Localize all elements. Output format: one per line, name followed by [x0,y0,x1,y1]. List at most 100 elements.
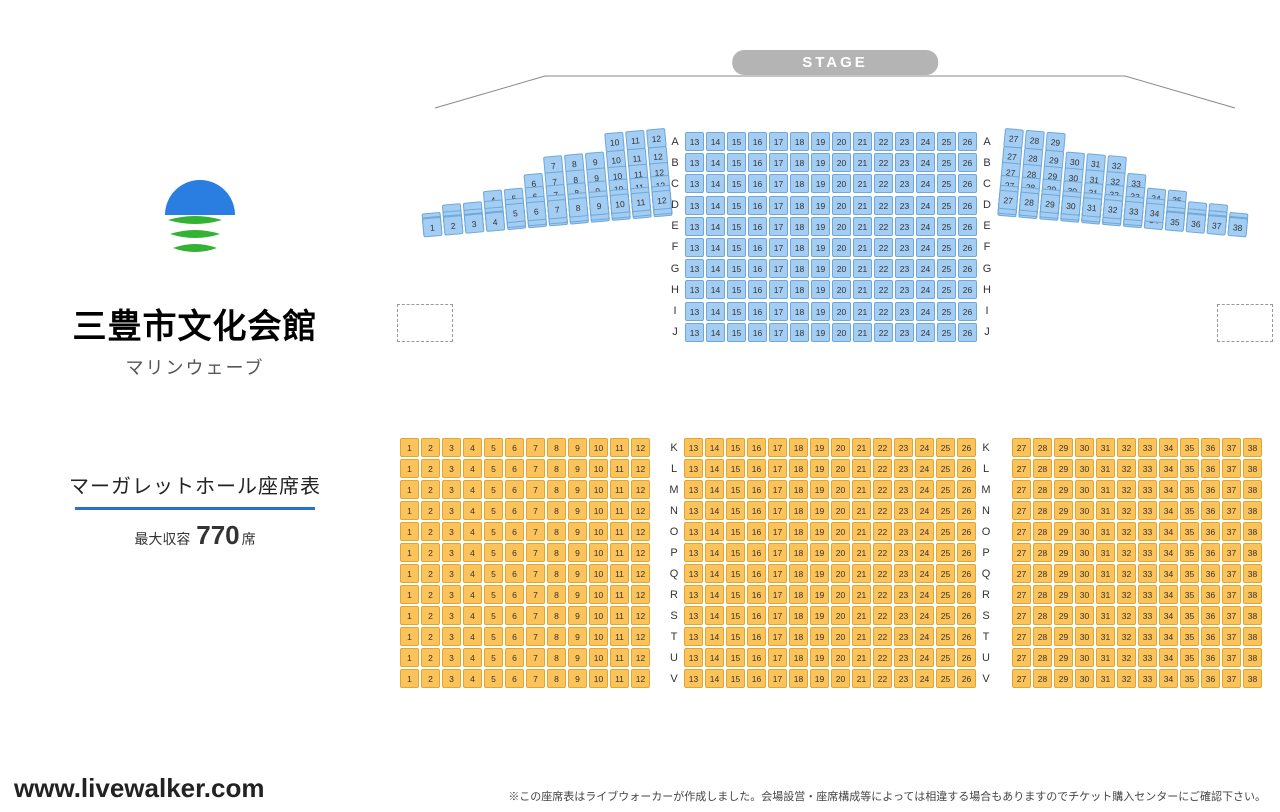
front-seat[interactable]: 7 [547,199,568,220]
back-seat[interactable]: 15 [726,606,745,625]
back-seat[interactable]: 30 [1075,585,1094,604]
back-seat[interactable]: 19 [810,438,829,457]
back-seat[interactable]: 14 [705,627,724,646]
back-seat[interactable]: 35 [1180,480,1199,499]
back-seat[interactable]: 38 [1243,564,1262,583]
back-seat[interactable]: 32 [1117,669,1136,688]
back-seat[interactable]: 1 [400,564,419,583]
back-seat[interactable]: 1 [400,480,419,499]
back-seat[interactable]: 3 [442,522,461,541]
back-seat[interactable]: 7 [526,648,545,667]
front-seat[interactable]: 25 [937,132,956,151]
front-seat[interactable]: 25 [937,196,956,215]
back-seat[interactable]: 18 [789,522,808,541]
back-seat[interactable]: 17 [768,606,787,625]
back-seat[interactable]: 20 [831,648,850,667]
front-seat[interactable]: 22 [874,323,893,342]
back-seat[interactable]: 24 [915,669,934,688]
front-seat[interactable]: 13 [685,302,704,321]
front-seat[interactable]: 17 [769,174,788,193]
back-seat[interactable]: 6 [505,585,524,604]
back-seat[interactable]: 25 [936,585,955,604]
back-seat[interactable]: 13 [684,543,703,562]
back-seat[interactable]: 5 [484,648,503,667]
back-seat[interactable]: 15 [726,585,745,604]
back-seat[interactable]: 20 [831,669,850,688]
back-seat[interactable]: 31 [1096,480,1115,499]
back-seat[interactable]: 20 [831,606,850,625]
back-seat[interactable]: 13 [684,585,703,604]
back-seat[interactable]: 25 [936,669,955,688]
back-seat[interactable]: 25 [936,501,955,520]
front-seat[interactable]: 16 [748,238,767,257]
back-seat[interactable]: 5 [484,606,503,625]
back-seat[interactable]: 17 [768,543,787,562]
back-seat[interactable]: 16 [747,669,766,688]
back-seat[interactable]: 27 [1012,669,1031,688]
back-seat[interactable]: 16 [747,543,766,562]
back-seat[interactable]: 1 [400,606,419,625]
back-seat[interactable]: 28 [1033,669,1052,688]
back-seat[interactable]: 29 [1054,480,1073,499]
back-seat[interactable]: 32 [1117,480,1136,499]
back-seat[interactable]: 2 [421,438,440,457]
back-seat[interactable]: 20 [831,459,850,478]
back-seat[interactable]: 4 [463,585,482,604]
back-seat[interactable]: 10 [589,606,608,625]
front-seat[interactable]: 1 [422,217,443,238]
front-seat[interactable]: 24 [916,259,935,278]
back-seat[interactable]: 15 [726,543,745,562]
back-seat[interactable]: 7 [526,606,545,625]
back-seat[interactable]: 28 [1033,501,1052,520]
back-seat[interactable]: 14 [705,648,724,667]
back-seat[interactable]: 38 [1243,648,1262,667]
back-seat[interactable]: 18 [789,459,808,478]
back-seat[interactable]: 25 [936,480,955,499]
back-seat[interactable]: 9 [568,480,587,499]
back-seat[interactable]: 7 [526,501,545,520]
back-seat[interactable]: 15 [726,564,745,583]
back-seat[interactable]: 13 [684,564,703,583]
back-seat[interactable]: 35 [1180,648,1199,667]
back-seat[interactable]: 32 [1117,543,1136,562]
front-seat[interactable]: 20 [832,323,851,342]
back-seat[interactable]: 1 [400,543,419,562]
back-seat[interactable]: 21 [852,564,871,583]
back-seat[interactable]: 6 [505,648,524,667]
back-seat[interactable]: 11 [610,480,629,499]
back-seat[interactable]: 17 [768,669,787,688]
back-seat[interactable]: 35 [1180,501,1199,520]
front-seat[interactable]: 36 [1186,213,1207,234]
front-seat[interactable]: 23 [895,280,914,299]
back-seat[interactable]: 34 [1159,543,1178,562]
back-seat[interactable]: 10 [589,459,608,478]
front-seat[interactable]: 18 [790,174,809,193]
back-seat[interactable]: 2 [421,606,440,625]
back-seat[interactable]: 11 [610,501,629,520]
front-seat[interactable]: 21 [853,238,872,257]
front-seat[interactable]: 23 [895,302,914,321]
back-seat[interactable]: 6 [505,543,524,562]
back-seat[interactable]: 7 [526,459,545,478]
back-seat[interactable]: 27 [1012,585,1031,604]
back-seat[interactable]: 12 [631,564,650,583]
back-seat[interactable]: 2 [421,564,440,583]
back-seat[interactable]: 16 [747,606,766,625]
back-seat[interactable]: 19 [810,522,829,541]
front-seat[interactable]: 18 [790,196,809,215]
back-seat[interactable]: 20 [831,480,850,499]
back-seat[interactable]: 17 [768,438,787,457]
back-seat[interactable]: 18 [789,669,808,688]
back-seat[interactable]: 22 [873,522,892,541]
front-seat[interactable]: 15 [727,280,746,299]
back-seat[interactable]: 27 [1012,606,1031,625]
front-seat[interactable]: 21 [853,217,872,236]
back-seat[interactable]: 26 [957,543,976,562]
back-seat[interactable]: 14 [705,669,724,688]
front-seat[interactable]: 26 [958,196,977,215]
back-seat[interactable]: 26 [957,627,976,646]
back-seat[interactable]: 1 [400,438,419,457]
front-seat[interactable]: 25 [937,238,956,257]
front-seat[interactable]: 21 [853,302,872,321]
front-seat[interactable]: 20 [832,196,851,215]
